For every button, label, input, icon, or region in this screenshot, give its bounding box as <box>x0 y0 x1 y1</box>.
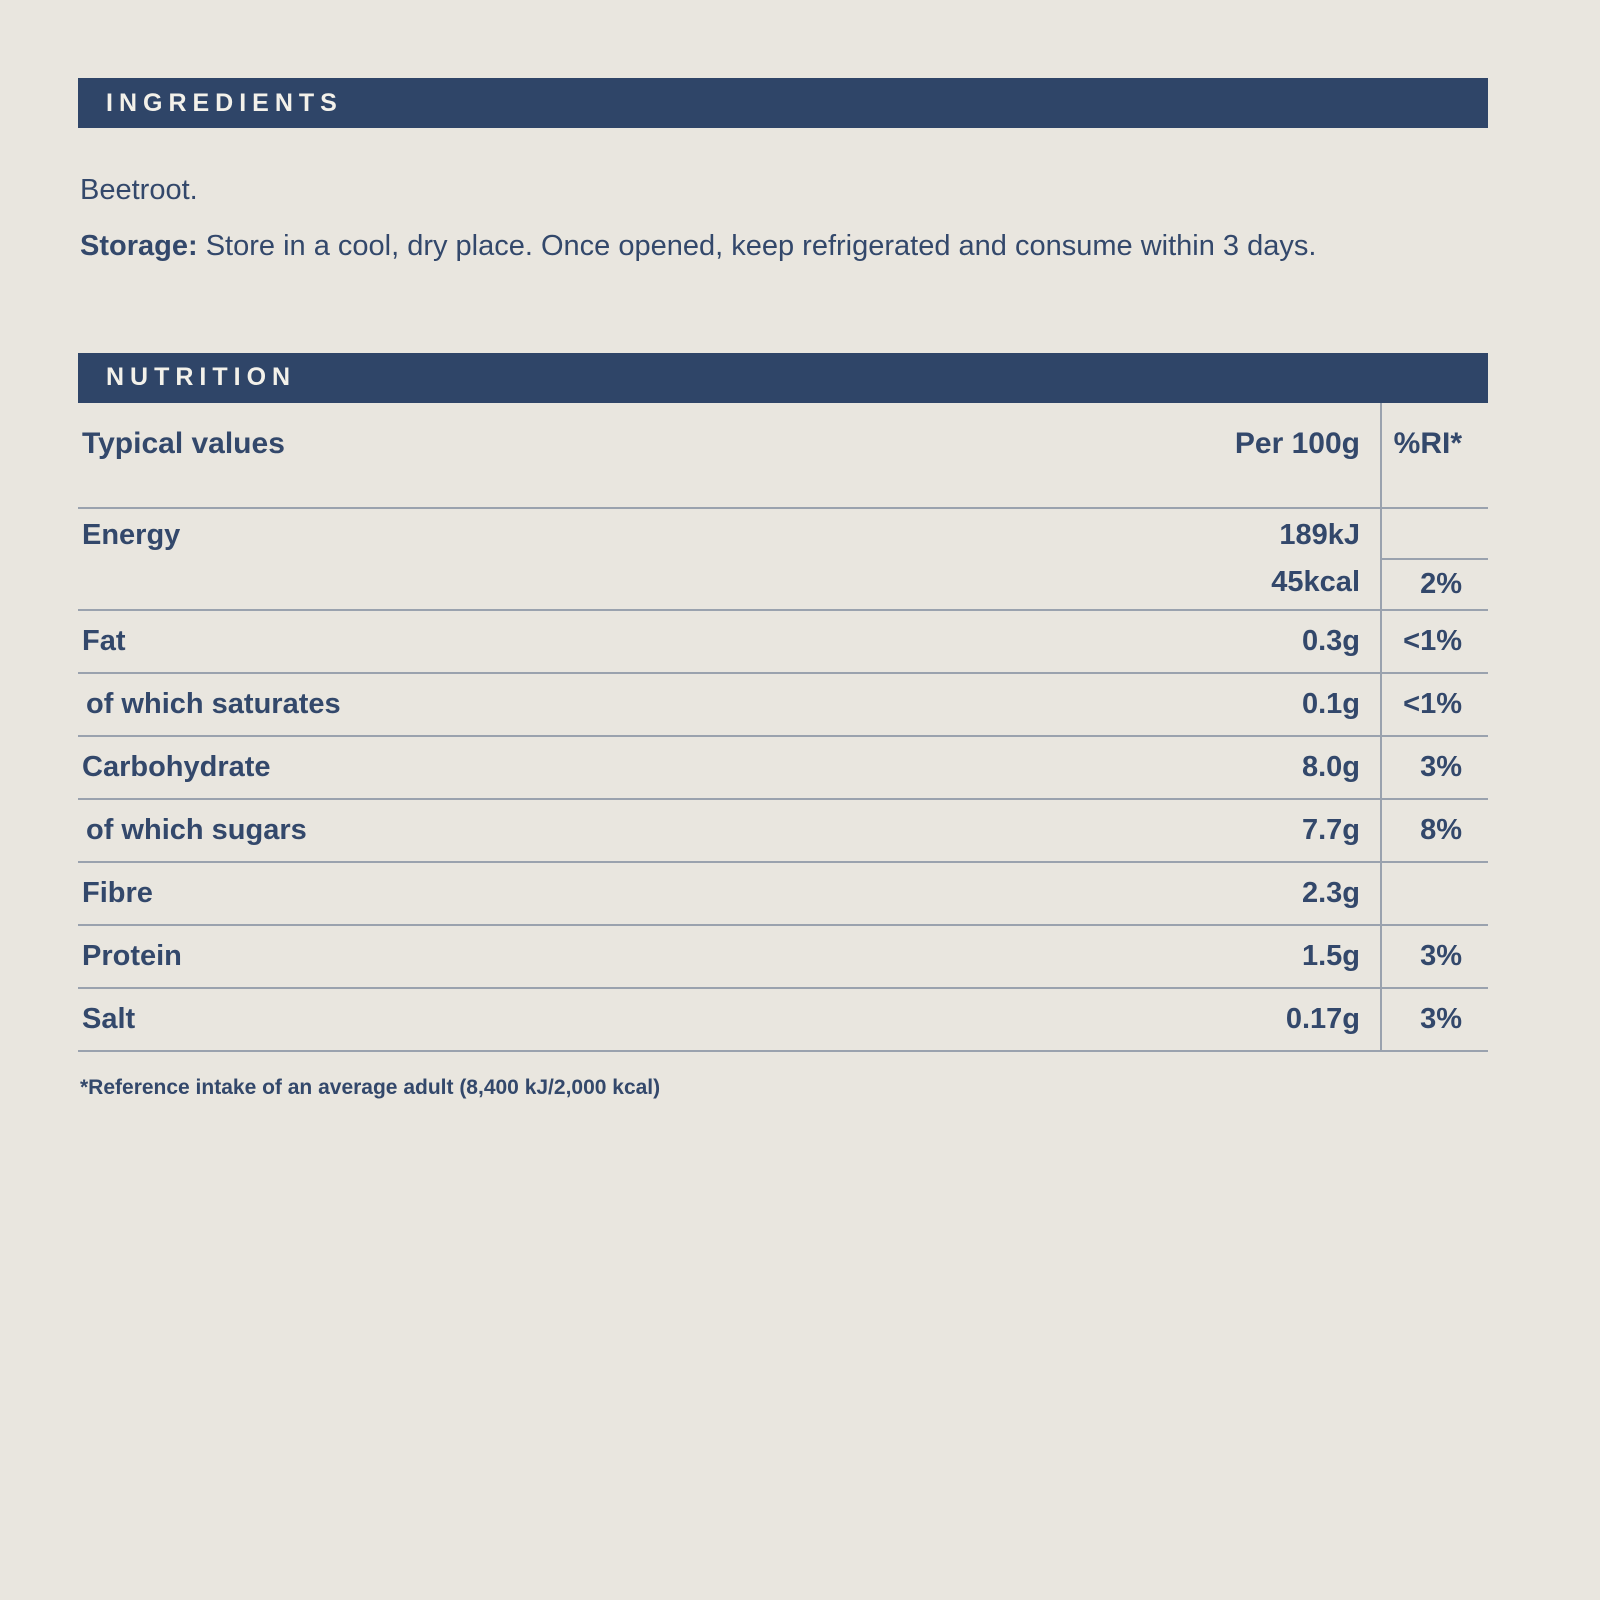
label-page: INGREDIENTS Beetroot. Storage: Store in … <box>78 0 1488 1100</box>
energy-main-cell: Energy 189kJ 45kcal <box>78 509 1380 609</box>
row-label: Fat <box>82 624 126 657</box>
row-label: Protein <box>82 939 182 972</box>
row-ri-value: <1% <box>1380 673 1488 735</box>
row-value: 1.5g <box>1301 939 1360 972</box>
reference-intake-footnote: *Reference intake of an average adult (8… <box>80 1075 661 1099</box>
nutrition-header-bar: NUTRITION <box>78 352 1488 403</box>
row-value: 0.1g <box>1301 687 1360 720</box>
table-row: Carbohydrate 8.0g 3% <box>78 736 1488 800</box>
table-row: of which sugars 7.7g 8% <box>78 799 1488 863</box>
table-row: Fat 0.3g <1% <box>78 610 1488 674</box>
row-value: 7.7g <box>1301 813 1360 846</box>
row-value: 0.3g <box>1301 624 1360 657</box>
row-value: 8.0g <box>1301 750 1360 783</box>
table-row: Salt 0.17g 3% <box>78 988 1488 1052</box>
energy-ri-spacer <box>1382 509 1488 560</box>
row-label: Fibre <box>82 876 153 909</box>
row-label: of which sugars <box>86 813 307 846</box>
table-row: Fibre 2.3g <box>78 862 1488 926</box>
energy-line-kcal: 45kcal <box>82 559 1360 606</box>
row-value: 2.3g <box>1301 876 1360 909</box>
nutrition-section: NUTRITION Typical values Per 100g %RI* E… <box>78 352 1488 1100</box>
storage-instructions: Store in a cool, dry place. Once opened,… <box>197 230 1317 263</box>
energy-value-kj: 189kJ <box>1279 518 1360 551</box>
table-row: of which saturates 0.1g <1% <box>78 673 1488 737</box>
column-header-ri: %RI* <box>1380 402 1488 507</box>
table-row: Protein 1.5g 3% <box>78 925 1488 989</box>
row-ri-value: 8% <box>1380 799 1488 861</box>
ingredients-title: INGREDIENTS <box>106 88 343 117</box>
row-ri-value: 3% <box>1380 988 1488 1050</box>
row-label: Carbohydrate <box>82 750 271 783</box>
energy-value-kcal: 45kcal <box>1271 565 1360 598</box>
ingredients-header-bar: INGREDIENTS <box>78 78 1488 128</box>
row-ri-value: 3% <box>1380 925 1488 987</box>
column-header-typical-values: Typical values <box>82 426 285 460</box>
energy-line-kj: Energy 189kJ <box>82 512 1360 559</box>
nutrition-title: NUTRITION <box>106 363 297 391</box>
row-label: Salt <box>82 1002 136 1035</box>
nutrition-table: Typical values Per 100g %RI* Energy 189k… <box>78 402 1488 1052</box>
row-ri-value: <1% <box>1380 610 1488 672</box>
table-header-main: Typical values Per 100g <box>78 403 1380 507</box>
storage-text: Storage: Store in a cool, dry place. Onc… <box>80 228 1488 264</box>
row-ri-value: 3% <box>1380 736 1488 798</box>
table-header-row: Typical values Per 100g %RI* <box>78 402 1488 509</box>
table-row-energy: Energy 189kJ 45kcal 2% <box>78 508 1488 611</box>
row-label: of which saturates <box>86 687 341 720</box>
energy-ri-cell: 2% <box>1380 508 1488 609</box>
energy-ri-value: 2% <box>1420 567 1462 600</box>
column-header-per-100g: Per 100g <box>1234 426 1360 460</box>
ingredients-section: INGREDIENTS Beetroot. Storage: Store in … <box>78 78 1488 265</box>
ingredients-text: Beetroot. <box>80 174 198 206</box>
row-value: 0.17g <box>1285 1002 1360 1035</box>
energy-label: Energy <box>82 518 181 551</box>
row-ri-value <box>1380 862 1488 924</box>
storage-label: Storage: <box>80 230 198 263</box>
